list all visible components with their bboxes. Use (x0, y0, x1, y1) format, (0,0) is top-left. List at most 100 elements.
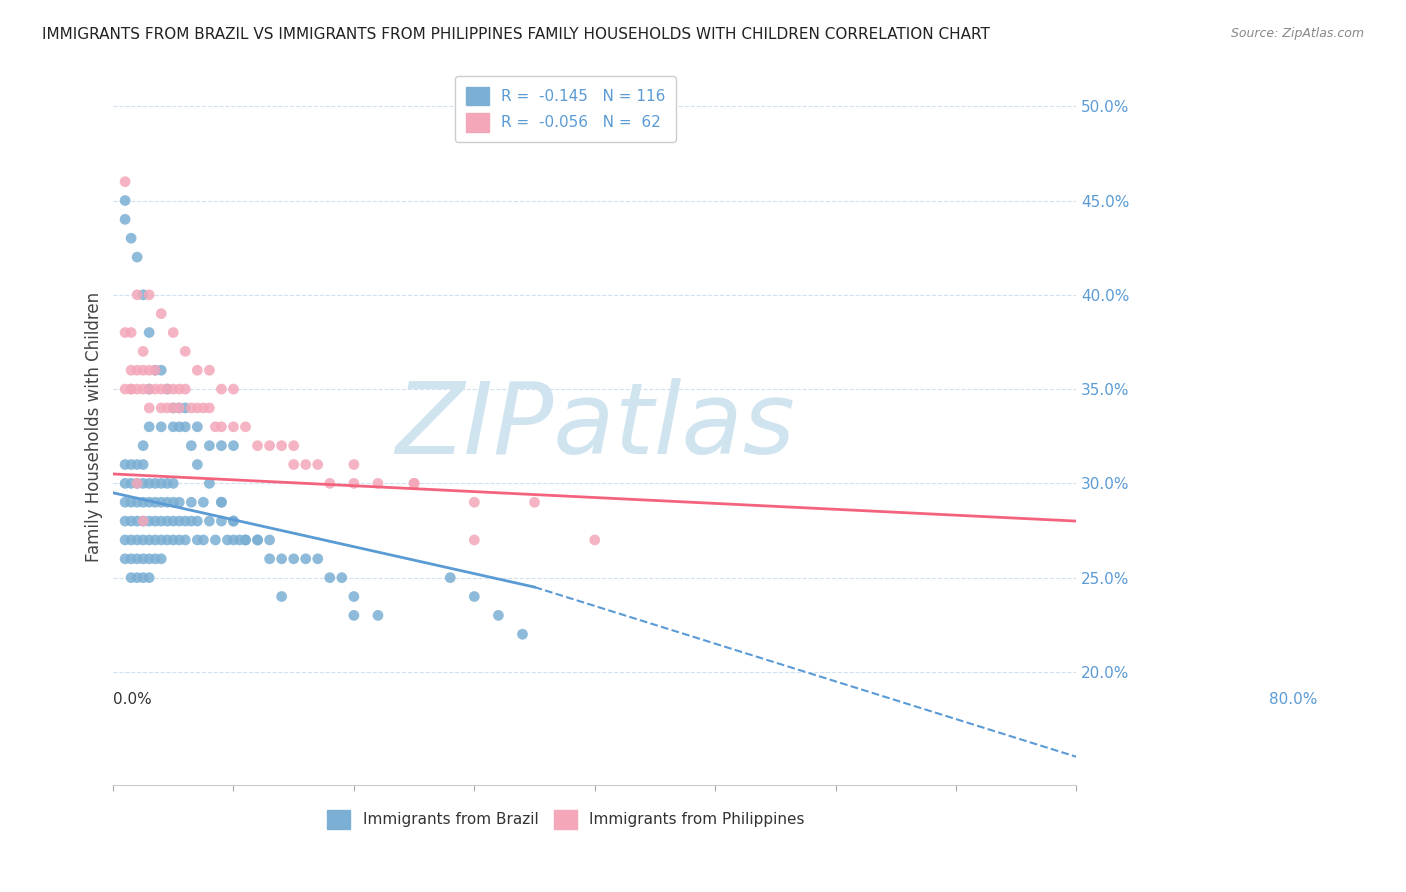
Point (204, 419, 226, 434)
Point (156, 382, 179, 396)
Point (127, 476, 149, 491)
Point (186, 514, 208, 528)
Point (193, 401, 215, 415)
Point (127, 458, 149, 472)
Point (174, 419, 197, 434)
Point (138, 514, 160, 528)
Point (127, 514, 149, 528)
Point (235, 419, 257, 434)
Point (186, 533, 208, 547)
Point (120, 476, 142, 491)
Point (120, 382, 142, 396)
Text: IMMIGRANTS FROM BRAZIL VS IMMIGRANTS FROM PHILIPPINES FAMILY HOUSEHOLDS WITH CHI: IMMIGRANTS FROM BRAZIL VS IMMIGRANTS FRO… (42, 27, 990, 42)
Point (138, 495, 160, 509)
Point (132, 382, 155, 396)
Point (193, 495, 215, 509)
Point (162, 533, 184, 547)
Point (209, 495, 232, 509)
Point (270, 590, 292, 604)
Point (127, 287, 149, 301)
Point (180, 495, 202, 509)
Point (294, 551, 316, 566)
Point (235, 533, 257, 547)
Point (120, 458, 142, 472)
Point (114, 551, 136, 566)
Point (283, 439, 305, 453)
Point (156, 514, 179, 528)
Point (132, 495, 155, 509)
Point (150, 382, 173, 396)
Point (246, 533, 269, 547)
Point (127, 551, 149, 566)
Point (127, 250, 149, 264)
Point (180, 401, 202, 415)
Point (228, 533, 250, 547)
Point (222, 419, 245, 434)
Point (150, 551, 173, 566)
Point (523, 495, 546, 509)
Point (162, 514, 184, 528)
Point (209, 514, 232, 528)
Point (156, 382, 179, 396)
Point (156, 401, 179, 415)
Point (127, 571, 149, 585)
Point (169, 382, 191, 396)
Point (343, 476, 366, 491)
Point (186, 401, 208, 415)
Point (259, 551, 281, 566)
Point (120, 571, 142, 585)
Point (143, 495, 166, 509)
Point (156, 476, 179, 491)
Point (439, 571, 461, 585)
Point (486, 608, 509, 623)
Point (120, 495, 142, 509)
Point (127, 495, 149, 509)
Point (270, 439, 292, 453)
Point (319, 476, 342, 491)
Point (138, 533, 160, 547)
Point (138, 382, 160, 396)
Point (463, 590, 485, 604)
Point (120, 231, 142, 245)
Point (198, 476, 221, 491)
Point (169, 401, 191, 415)
Point (114, 476, 136, 491)
Point (132, 344, 155, 359)
Point (186, 458, 208, 472)
Point (169, 495, 191, 509)
Point (138, 363, 160, 377)
Point (209, 419, 232, 434)
Point (114, 326, 136, 340)
Point (235, 533, 257, 547)
Point (150, 533, 173, 547)
Point (114, 495, 136, 509)
Point (127, 363, 149, 377)
Point (143, 382, 166, 396)
Point (319, 571, 342, 585)
Point (132, 533, 155, 547)
Point (138, 401, 160, 415)
Point (307, 551, 329, 566)
Point (120, 363, 142, 377)
Point (512, 627, 534, 641)
Point (343, 590, 366, 604)
Point (132, 514, 155, 528)
Point (246, 439, 269, 453)
Point (174, 344, 197, 359)
Point (162, 326, 184, 340)
Point (222, 514, 245, 528)
Point (222, 533, 245, 547)
Point (174, 514, 197, 528)
Point (114, 194, 136, 208)
Point (114, 533, 136, 547)
Point (143, 551, 166, 566)
Point (162, 401, 184, 415)
Point (127, 476, 149, 491)
Point (127, 382, 149, 396)
Point (186, 363, 208, 377)
Point (174, 401, 197, 415)
Point (132, 287, 155, 301)
Point (162, 476, 184, 491)
Point (169, 514, 191, 528)
Point (367, 476, 389, 491)
